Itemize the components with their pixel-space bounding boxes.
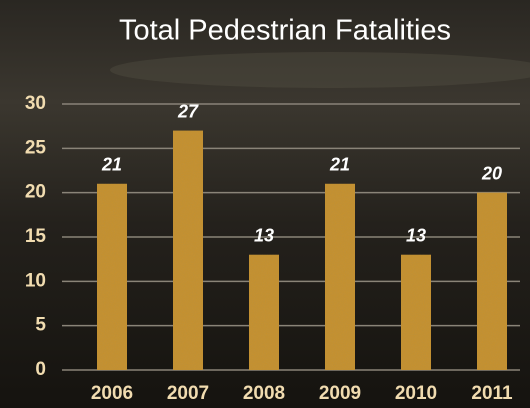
road-glow bbox=[110, 52, 530, 88]
x-tick-label: 2007 bbox=[167, 383, 209, 404]
bar bbox=[249, 254, 279, 370]
y-tick-label: 15 bbox=[25, 226, 47, 247]
x-tick-label: 2008 bbox=[243, 383, 285, 404]
value-label: 20 bbox=[481, 163, 502, 183]
value-label: 21 bbox=[329, 155, 350, 175]
chart-title: Total Pedestrian Fatalities bbox=[119, 15, 451, 47]
bar bbox=[401, 254, 431, 370]
y-tick-label: 25 bbox=[25, 137, 47, 158]
value-label: 13 bbox=[406, 225, 426, 245]
x-tick-label: 2010 bbox=[395, 383, 437, 404]
x-tick-label: 2006 bbox=[91, 383, 133, 404]
bar bbox=[97, 183, 127, 370]
value-label: 27 bbox=[177, 101, 199, 121]
y-tick-label: 10 bbox=[25, 270, 46, 291]
y-tick-label: 5 bbox=[35, 315, 46, 336]
y-tick-label: 20 bbox=[25, 182, 46, 203]
bar bbox=[325, 183, 355, 370]
x-tick-label: 2011 bbox=[471, 383, 513, 404]
bar bbox=[173, 130, 203, 370]
y-tick-label: 30 bbox=[25, 93, 46, 114]
y-tick-label: 0 bbox=[35, 359, 46, 380]
x-tick-label: 2009 bbox=[319, 383, 361, 404]
value-label: 13 bbox=[254, 225, 274, 245]
value-label: 21 bbox=[101, 155, 122, 175]
bar bbox=[477, 192, 507, 370]
